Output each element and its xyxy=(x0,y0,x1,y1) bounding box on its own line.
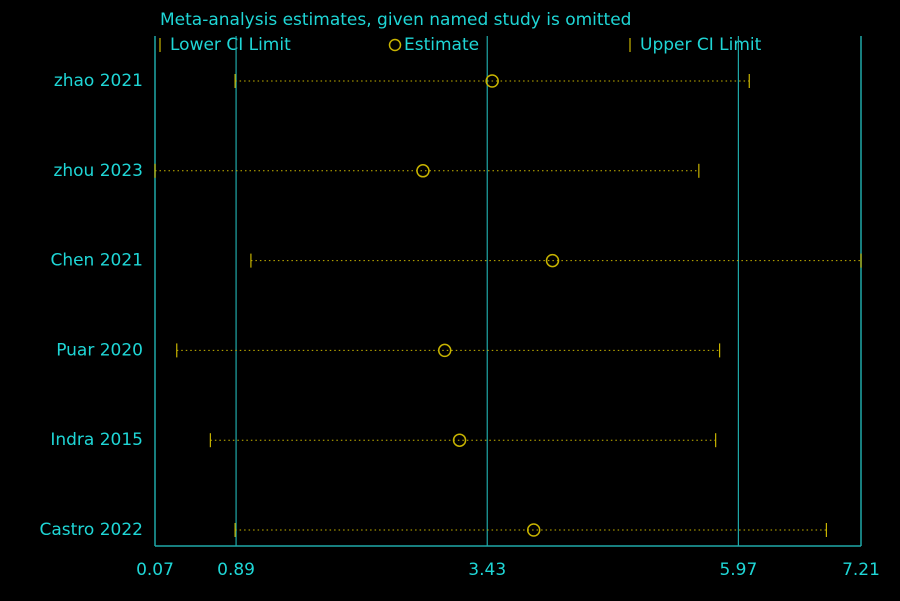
estimate xyxy=(545,253,560,268)
estimate xyxy=(437,343,452,358)
x-tick-label: 0.07 xyxy=(136,560,174,580)
x-tick-label: 7.21 xyxy=(842,560,880,580)
estimate xyxy=(452,433,467,447)
estimate xyxy=(485,74,499,88)
y-tick-label: Indra 2015 xyxy=(50,430,143,450)
y-tick-label: Chen 2021 xyxy=(50,251,143,271)
legend-marker xyxy=(388,38,402,52)
estimate xyxy=(526,523,541,537)
x-tick-label: 0.89 xyxy=(217,560,255,580)
y-tick-label: Puar 2020 xyxy=(56,340,143,360)
y-tick-label: Castro 2022 xyxy=(40,520,144,540)
legend-label: Upper CI Limit xyxy=(640,35,762,55)
x-tick-label: 3.43 xyxy=(468,560,506,580)
y-tick-label: zhou 2023 xyxy=(53,161,143,181)
y-tick-label: zhao 2021 xyxy=(54,71,143,91)
chart-title: Meta-analysis estimates, given named stu… xyxy=(160,10,631,30)
estimate xyxy=(416,164,430,178)
legend-label: Lower CI Limit xyxy=(170,35,291,55)
x-tick-label: 5.97 xyxy=(719,560,757,580)
legend-label: Estimate xyxy=(404,35,479,55)
